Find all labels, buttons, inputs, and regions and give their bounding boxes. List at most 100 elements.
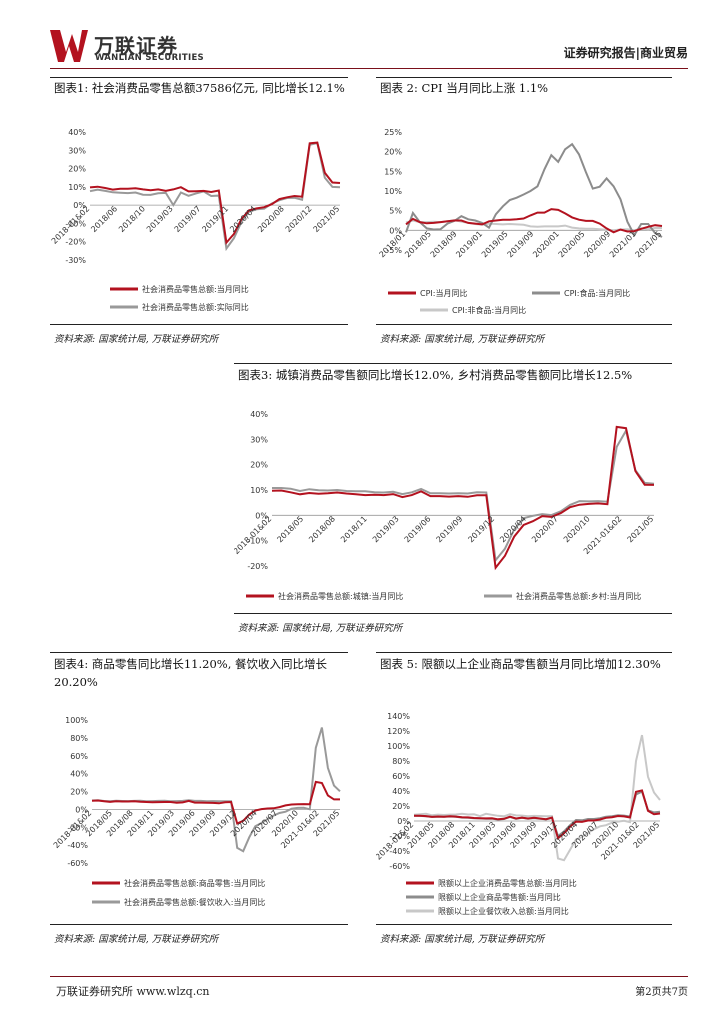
x-tick-label: 2020/01 [531, 229, 561, 259]
series-line [413, 734, 661, 862]
chart4-source: 资料来源: 国家统计局, 万联证券研究所 [54, 934, 219, 945]
chart2-source: 资料来源: 国家统计局, 万联证券研究所 [380, 334, 545, 345]
y-tick-label: 20% [250, 461, 268, 470]
x-tick-label: 2020/10 [562, 514, 592, 544]
y-tick-label: 40% [392, 787, 410, 796]
chart5-title: 图表 5: 限额以上企业商品零售额当月同比增加12.30% [380, 657, 661, 671]
x-tick-label: 2018/06 [89, 204, 119, 234]
legend-label: 社会消费品零售总额:商品零售:当月同比 [124, 878, 265, 888]
chart3-top-border [234, 363, 672, 364]
x-tick-label: 2018-01&02 [234, 514, 273, 556]
x-tick-label: 2021/01 [608, 229, 638, 259]
chart4-plot: 100%80%60%40%20%0%-20%-40%-60%2018-01&02… [52, 716, 342, 907]
y-tick-label: 10% [68, 183, 86, 192]
chart1-source: 资料来源: 国家统计局, 万联证券研究所 [54, 334, 219, 345]
y-tick-label: -20% [247, 562, 268, 571]
chart1-plot: 40%30%20%10%0%-10%-20%-30%2018-01&022018… [50, 128, 342, 312]
chart2-bottom-border [376, 324, 672, 325]
x-tick-label: 2019/09 [506, 229, 536, 259]
y-tick-label: 60% [70, 752, 88, 761]
chart1-top-border [50, 77, 348, 78]
legend-label: 社会消费品零售总额:实际同比 [142, 302, 249, 312]
y-tick-label: -20% [65, 238, 86, 247]
company-name-en: WANLIAN SECURITIES [95, 53, 204, 63]
x-tick-label: 2021/05 [634, 229, 664, 259]
chart3-title: 图表3: 城镇消费品零售额同比增长12.0%, 乡村消费品零售额同比增长12.5… [238, 368, 633, 382]
y-tick-label: 30% [250, 435, 268, 444]
y-tick-label: 25% [384, 128, 402, 137]
x-tick-label: 2020/12 [284, 204, 314, 234]
chart3-plot: 40%30%20%10%0%-10%-20%2018-01&02 2018/05 2… [234, 410, 656, 601]
y-tick-label: 40% [250, 410, 268, 419]
y-tick-label: 30% [68, 146, 86, 155]
x-tick-label: 2018/09 [429, 229, 459, 259]
company-name-cn: 万联证券 [94, 34, 178, 58]
y-tick-label: 5% [389, 207, 402, 216]
y-tick-label: 20% [384, 148, 402, 157]
legend-label: CPI:非食品:当月同比 [452, 305, 526, 315]
series-line [272, 428, 655, 563]
y-tick-label: 100% [387, 742, 410, 751]
x-tick-label: 2019/09 [435, 514, 465, 544]
x-tick-label: 2019/05 [480, 229, 510, 259]
y-tick-label: -60% [67, 859, 88, 868]
x-tick-label: 2020/05 [557, 229, 587, 259]
report-type: 证券研究报告|商业贸易 [563, 46, 688, 60]
chart5-top-border [376, 652, 672, 653]
legend-label: 限额以上企业餐饮收入总额:当月同比 [438, 906, 569, 916]
y-tick-label: 60% [392, 772, 410, 781]
series-line [89, 141, 341, 252]
x-tick-label: 2018/11 [339, 514, 369, 544]
footer-divider [50, 976, 688, 977]
x-tick-label: 2018/10 [117, 204, 147, 234]
series-line [89, 141, 341, 245]
x-tick-label: 2018/08 [307, 514, 337, 544]
series-line [405, 208, 663, 234]
x-tick-label: 2018/05 [275, 514, 305, 544]
y-tick-label: 100% [65, 716, 88, 725]
legend-label: CPI:食品:当月同比 [564, 288, 630, 298]
y-tick-label: -20% [389, 832, 410, 841]
y-tick-label: 10% [384, 187, 402, 196]
x-tick-label: 2019/03 [145, 204, 175, 234]
x-tick-label: 2019/01 [454, 229, 484, 259]
series-line [413, 789, 661, 841]
footer-site: 万联证券研究所 www.wlzq.cn [56, 985, 210, 998]
page-number: 第2页共7页 [635, 987, 688, 998]
y-tick-label: 140% [387, 712, 410, 721]
x-tick-label: 2019/06 [403, 514, 433, 544]
chart2-plot: 25%20%15%10%5%0%-5%2018/012018/052018/09… [378, 128, 664, 315]
y-tick-label: 0% [75, 805, 88, 814]
y-tick-label: -20% [67, 823, 88, 832]
y-tick-label: 80% [70, 734, 88, 743]
x-tick-label: 2020/07 [530, 514, 560, 544]
legend-label: 限额以上企业商品零售额:当月同比 [438, 892, 561, 902]
legend-label: 社会消费品零售总额:城镇:当月同比 [278, 591, 403, 601]
chart5-source: 资料来源: 国家统计局, 万联证券研究所 [380, 934, 545, 945]
company-logo-icon [50, 30, 88, 62]
y-tick-label: 10% [250, 486, 268, 495]
header-divider [50, 68, 688, 69]
x-tick-label: 2021/05 [312, 204, 342, 234]
chart1-bottom-border [50, 324, 348, 325]
chart1-title: 图表1: 社会消费品零售总额37586亿元, 同比增长12.1% [54, 81, 345, 95]
x-tick-label: 2021/05 [626, 514, 656, 544]
y-tick-label: 15% [384, 167, 402, 176]
chart5-bottom-border [376, 924, 672, 925]
chart3-bottom-border [234, 613, 672, 614]
x-tick-label: 2019/07 [173, 204, 203, 234]
chart2-title: 图表 2: CPI 当月同比上涨 1.1% [380, 81, 549, 95]
y-tick-label: -60% [389, 862, 410, 871]
y-tick-label: 0% [255, 511, 268, 520]
chart4-title: 图表4: 商品零售同比增长11.20%, 餐饮收入同比增长20.20% [54, 657, 328, 689]
legend-label: 社会消费品零售总额:当月同比 [142, 284, 249, 294]
chart5-plot: 140%120%100%80%60%40%20%0%-20%-40%-60%20… [376, 712, 661, 916]
y-tick-label: -10% [247, 537, 268, 546]
legend-label: 社会消费品零售总额:餐饮收入:当月同比 [124, 897, 265, 907]
x-tick-label: 2020/04 [228, 204, 258, 234]
y-tick-label: -40% [67, 841, 88, 850]
y-tick-label: -5% [386, 246, 402, 255]
y-tick-label: 120% [387, 727, 410, 736]
y-tick-label: 0% [389, 226, 402, 235]
y-tick-label: 0% [73, 201, 86, 210]
